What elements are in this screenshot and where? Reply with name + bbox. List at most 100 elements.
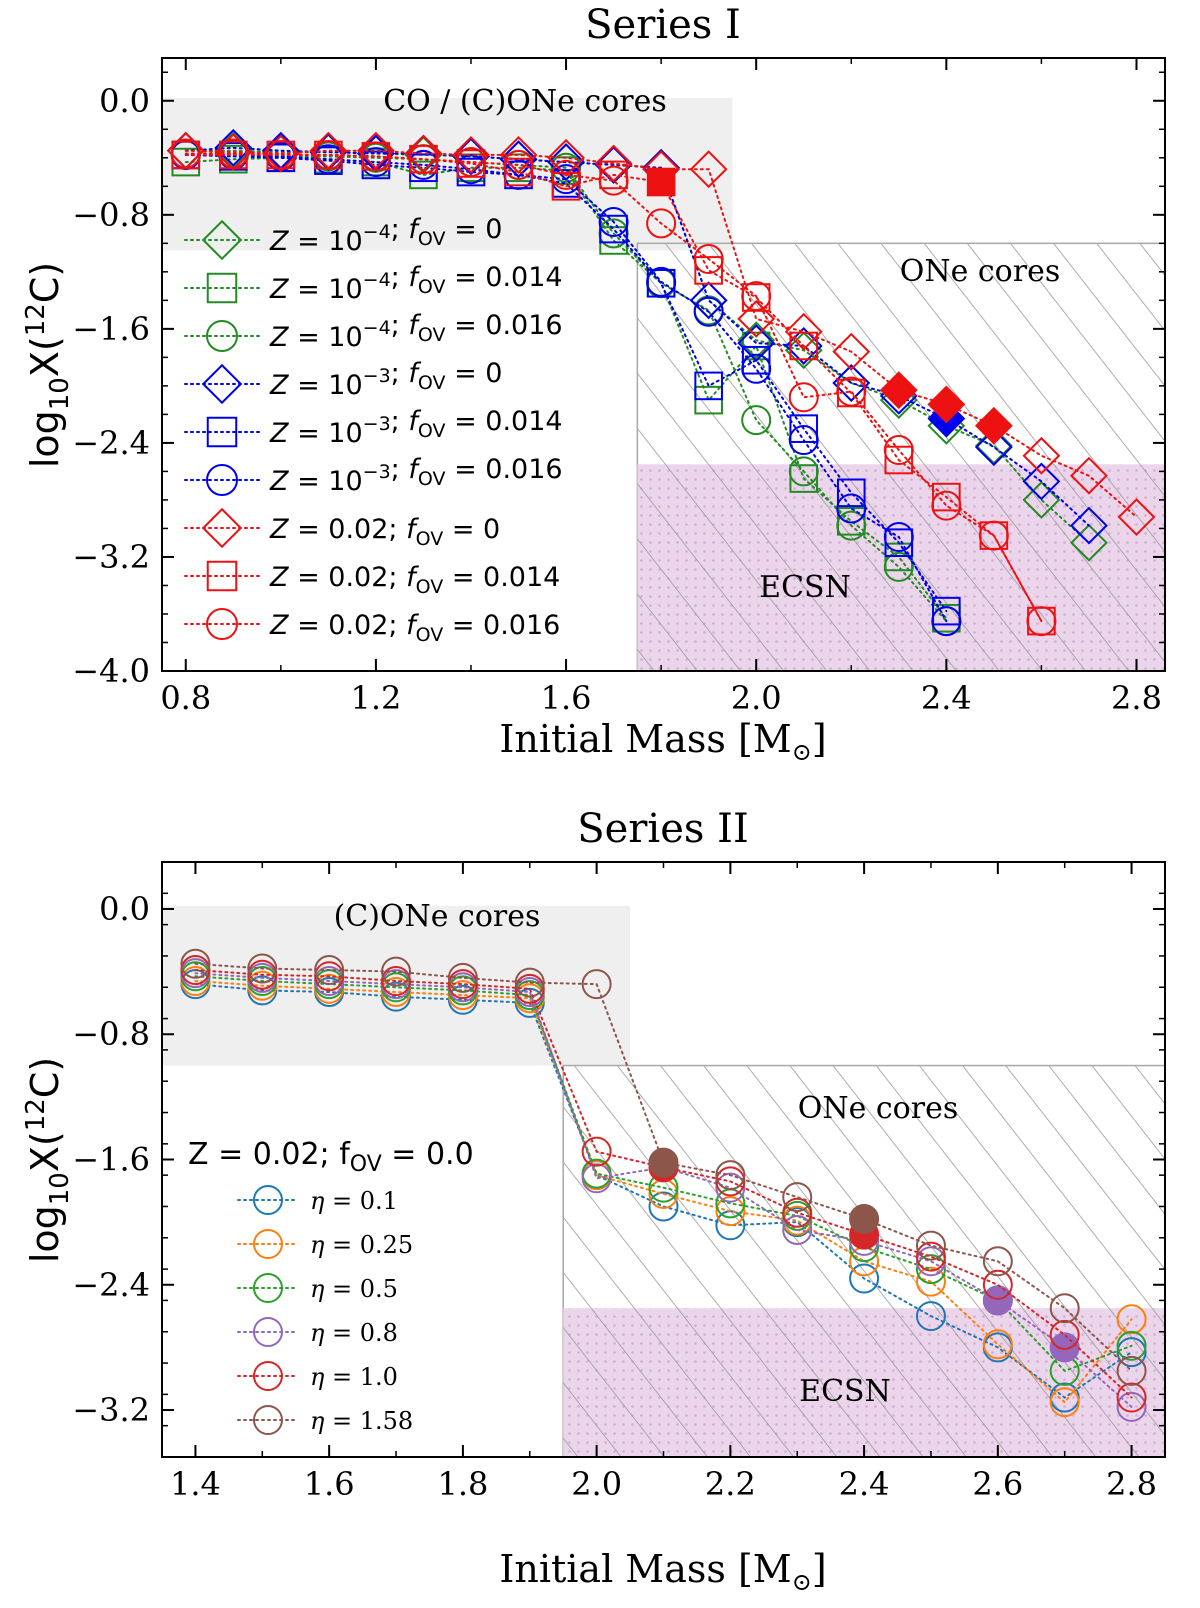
data-point <box>356 131 395 170</box>
data-point <box>931 490 962 521</box>
data-point <box>646 266 677 297</box>
y-tick-label: −1.6 <box>72 310 150 348</box>
legend-entry: η = 0.25 <box>237 1229 413 1259</box>
x-tick-label: 1.8 <box>437 1465 488 1503</box>
legend-entry: Z = 0.02; fOV = 0.014 <box>184 560 560 598</box>
series-line <box>194 980 1133 1404</box>
data-point <box>1022 481 1061 519</box>
region-label-ecsn: ECSN <box>759 570 851 605</box>
y-tick-label: −1.6 <box>72 1141 150 1179</box>
series-line <box>184 153 1043 623</box>
data-point <box>689 281 728 320</box>
legend-label: Z = 0.02; fOV = 0 <box>269 514 500 550</box>
data-point <box>598 206 629 237</box>
data-point <box>978 520 1009 551</box>
data-point <box>1049 1293 1080 1324</box>
series-line <box>184 152 1043 623</box>
data-point <box>581 1136 612 1167</box>
data-point <box>715 1160 746 1191</box>
legend-marker <box>253 1185 283 1215</box>
data-point <box>218 138 249 169</box>
data-point <box>915 1230 946 1261</box>
data-point <box>180 948 211 979</box>
data-point <box>836 478 866 508</box>
y-tick-label: −2.4 <box>72 1266 150 1304</box>
data-point <box>982 1329 1013 1360</box>
data-point <box>789 331 819 361</box>
legend-marker <box>253 1361 283 1391</box>
legend-label: Z = 10−3; fOV = 0.014 <box>269 406 563 449</box>
data-point <box>247 953 278 984</box>
legend-marker <box>201 363 243 405</box>
legend-label: η = 0.5 <box>310 1275 398 1303</box>
legend-label: η = 0.25 <box>310 1231 413 1259</box>
data-point <box>447 969 478 1000</box>
data-point <box>741 353 772 384</box>
data-point <box>581 969 612 1000</box>
series <box>180 948 1147 1386</box>
x-tick-label: 1.6 <box>541 679 592 717</box>
chart-title: Series II <box>577 806 749 852</box>
data-point <box>452 136 490 174</box>
region-label-cone-cores: (C)ONe cores <box>334 899 541 934</box>
chart-title: Series I <box>585 2 741 48</box>
data-point <box>982 1285 1013 1316</box>
data-point <box>1026 606 1057 637</box>
legend-entry: η = 0.8 <box>237 1317 398 1347</box>
series-line <box>184 153 948 613</box>
data-point <box>883 521 914 552</box>
region-label-co-cores: CO / (C)ONe cores <box>383 84 667 119</box>
legend-marker <box>253 1405 283 1435</box>
x-tick-label: 1.4 <box>170 1465 221 1503</box>
data-point <box>883 435 914 466</box>
data-point <box>974 406 1013 445</box>
series-line <box>194 975 1133 1373</box>
legend-entry: Z = 10−4; fOV = 0.016 <box>184 310 563 353</box>
legend-entry: η = 1.58 <box>237 1405 413 1435</box>
data-point <box>547 143 585 181</box>
x-tick-label: 2.8 <box>1106 1465 1157 1503</box>
data-point <box>648 1191 679 1222</box>
legend-marker <box>206 272 238 304</box>
legend-marker <box>253 1229 283 1259</box>
data-point <box>788 382 819 413</box>
x-axis-label: Initial Mass [M⊙] <box>499 1547 826 1596</box>
panel-series-2: Series II 1.4 1.6 1.8 2.0 2.2 2.4 2.6 2.8 0.0 −0.… <box>21 806 1166 1596</box>
x-tick-label: 2.8 <box>1111 679 1162 717</box>
data-point <box>1049 1319 1080 1350</box>
legend-marker <box>253 1317 283 1347</box>
data-point <box>715 1172 746 1203</box>
plot-frame <box>161 57 1166 672</box>
legend-label: η = 1.0 <box>310 1363 398 1391</box>
data-point <box>1070 456 1108 495</box>
legend-marker <box>206 416 238 448</box>
data-point <box>974 428 1013 467</box>
data-point <box>982 1246 1013 1277</box>
data-point <box>447 962 478 993</box>
legend-entry: Z = 0.02; fOV = 0.016 <box>184 608 560 646</box>
data-point <box>265 139 296 170</box>
x-tick-label: 2.0 <box>731 679 782 717</box>
data-point <box>788 456 819 487</box>
data-point <box>782 1214 813 1245</box>
data-point <box>693 296 724 327</box>
data-point <box>598 165 629 196</box>
data-point <box>741 345 771 375</box>
series-line <box>194 983 1133 1399</box>
data-point <box>646 167 676 197</box>
legend-entry: η = 0.5 <box>237 1273 398 1303</box>
data-point <box>551 159 582 190</box>
data-point <box>715 1166 746 1197</box>
data-point <box>408 144 439 175</box>
series-layer <box>166 128 1156 637</box>
data-point <box>883 551 914 582</box>
data-point <box>599 214 628 244</box>
series-line <box>184 153 948 623</box>
series-line <box>194 969 1133 1399</box>
data-point <box>1116 1355 1147 1386</box>
legend-marker <box>201 219 243 261</box>
y-tick-label: −0.8 <box>72 196 150 234</box>
data-point <box>915 1254 946 1285</box>
legend-entry: η = 0.1 <box>237 1185 398 1215</box>
data-point <box>499 136 538 174</box>
